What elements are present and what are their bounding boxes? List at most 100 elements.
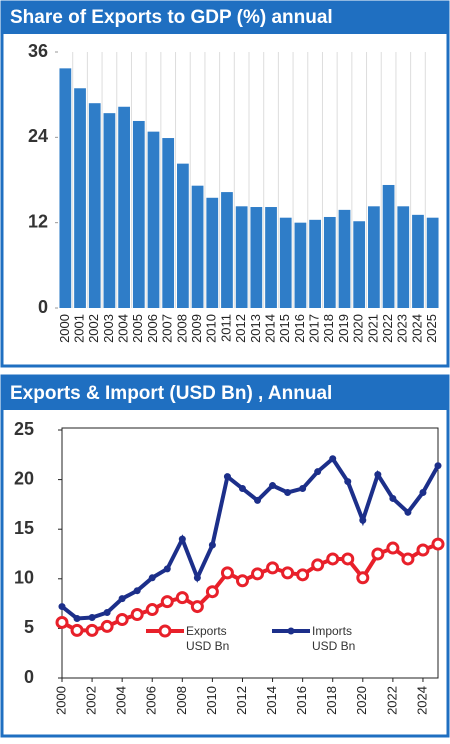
marker [374,471,382,479]
legend-label: Imports USD Bn [312,624,356,653]
marker [208,541,216,549]
panel-header [2,2,448,34]
y-tick-label: 25 [14,419,34,439]
marker [145,603,159,617]
x-tick-label: 2018 [321,314,336,343]
x-tick-label: 2020 [354,686,369,715]
x-tick-label: 2005 [130,314,145,343]
plot-frame [61,427,439,679]
marker [223,473,231,481]
marker [103,609,111,617]
marker [359,516,367,524]
bar [118,106,130,308]
marker [404,508,412,516]
x-tick-label: 2024 [409,314,424,343]
marker [314,468,322,476]
marker [356,571,370,585]
marker [416,543,430,557]
x-tick-label: 2007 [160,314,175,343]
x-tick-label: 2020 [351,314,366,343]
x-tick-label: 2016 [292,314,307,343]
marker [269,482,277,490]
marker [431,537,445,551]
marker [70,623,84,637]
y-tick-label: 24 [28,126,48,146]
marker [341,552,355,566]
marker [284,488,292,496]
marker [55,615,69,629]
x-tick-label: 2017 [307,314,322,343]
marker [434,462,442,470]
x-tick-label: 2009 [189,314,204,343]
marker [148,574,156,582]
x-tick-label: 2002 [86,314,101,343]
bar [221,192,233,308]
x-tick-label: 2018 [324,686,339,715]
y-tick-label: 36 [28,41,48,61]
marker [178,535,186,543]
bar [88,103,101,308]
marker [344,478,352,486]
bar [353,221,366,308]
x-tick-label: 2021 [365,314,380,343]
x-tick-label: 2023 [395,314,410,343]
marker [266,561,280,575]
x-tick-label: 2008 [174,686,189,715]
panel-header [2,376,448,410]
x-tick-label: 2025 [424,314,439,343]
marker [220,566,234,580]
x-tick-label: 2002 [84,686,99,715]
x-tick-label: 2016 [294,686,309,715]
y-tick-label: 5 [24,617,34,637]
y-tick-label: 0 [24,667,34,687]
bar [265,207,277,308]
marker [311,558,325,572]
x-tick-label: 2014 [264,686,279,715]
bar [397,206,410,308]
marker [235,574,249,588]
marker [175,591,189,605]
bar [338,209,351,308]
legend-swatch [158,624,172,638]
x-tick-label: 2000 [53,686,68,715]
marker [389,494,397,502]
bar [103,113,116,309]
bar [191,185,204,308]
marker [163,565,171,573]
x-tick-label: 2022 [380,314,395,343]
x-tick-label: 2006 [145,314,160,343]
bar [162,138,175,308]
x-tick-label: 2004 [116,314,131,343]
marker [58,603,66,611]
y-tick-label: 20 [14,468,34,488]
bar [323,216,336,308]
y-tick-label: 0 [38,297,48,317]
x-tick-label: 2004 [114,686,129,715]
y-tick-label: 12 [28,211,48,231]
marker [371,547,385,561]
x-tick-label: 2022 [384,686,399,715]
marker [386,541,400,555]
marker [118,595,126,603]
bar [382,184,395,308]
marker [73,614,81,622]
x-tick-label: 2008 [174,314,189,343]
x-tick-label: 2014 [262,314,277,343]
x-tick-label: 2001 [71,314,86,343]
marker [254,496,262,504]
bar [59,68,72,308]
bar [250,207,263,308]
bar [132,120,145,308]
marker [100,619,114,633]
marker [133,587,141,595]
marker [296,568,310,582]
x-tick-label: 2003 [101,314,116,343]
bar [426,217,439,308]
bar [294,222,307,308]
x-tick-label: 2010 [204,686,219,715]
chart-title: Share of Exports to GDP (%) annual [10,7,333,28]
bar [177,163,189,308]
y-tick-label: 10 [14,568,34,588]
